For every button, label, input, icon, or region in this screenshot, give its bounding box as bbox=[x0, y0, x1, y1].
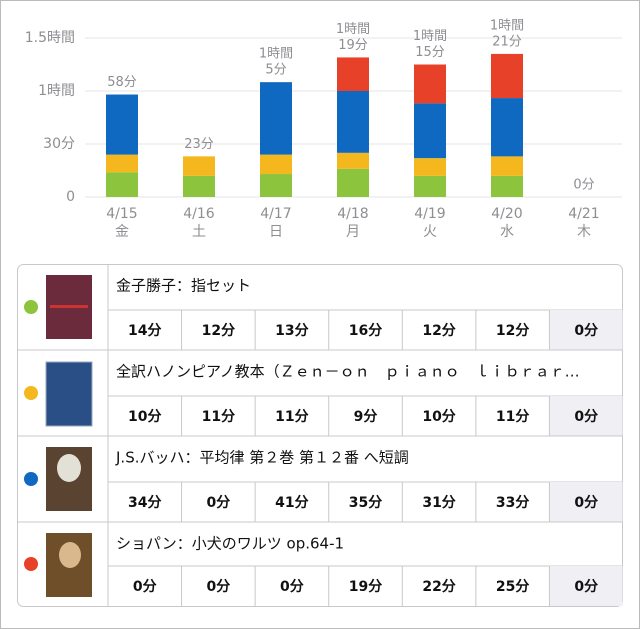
bar-segment bbox=[106, 94, 138, 155]
total-label: 23分 bbox=[184, 137, 214, 152]
x-tick-sublabel: 日 bbox=[269, 224, 283, 240]
x-tick-sublabel: 月 bbox=[346, 224, 360, 240]
legend-dot bbox=[24, 557, 38, 571]
cell-value: 12分 bbox=[202, 323, 235, 339]
cell-value: 35分 bbox=[349, 495, 382, 511]
x-tick-label: 4/16 bbox=[183, 206, 215, 222]
bar-segment bbox=[183, 175, 215, 197]
bar-segment bbox=[337, 57, 369, 91]
cell-value: 33分 bbox=[496, 495, 529, 511]
bar-segment bbox=[414, 175, 446, 197]
cell-value: 13分 bbox=[275, 323, 308, 339]
y-tick-label: 30分 bbox=[43, 136, 75, 152]
bar-segment bbox=[337, 152, 369, 169]
bar-segment bbox=[106, 154, 138, 173]
cell-value: 0分 bbox=[206, 495, 230, 511]
x-tick-sublabel: 金 bbox=[115, 224, 129, 240]
cell-background bbox=[549, 396, 623, 436]
bar-segment bbox=[491, 53, 523, 99]
cell-value: 0分 bbox=[133, 579, 157, 595]
bar-segment bbox=[106, 172, 138, 197]
bar-segment bbox=[491, 156, 523, 176]
cell-value: 12分 bbox=[422, 323, 455, 339]
y-tick-label: 0 bbox=[66, 189, 75, 205]
cell-value: 22分 bbox=[422, 579, 455, 595]
cell-background bbox=[549, 482, 623, 522]
cell-background bbox=[549, 310, 623, 350]
y-tick-label: 1.5時間 bbox=[25, 30, 75, 46]
x-tick-label: 4/17 bbox=[260, 206, 291, 222]
bar-segment bbox=[491, 175, 523, 197]
bar-segment bbox=[260, 154, 292, 175]
x-tick-label: 4/19 bbox=[414, 206, 445, 222]
y-tick-label: 1時間 bbox=[38, 83, 75, 99]
legend-dot bbox=[24, 472, 38, 486]
legend-dot bbox=[24, 386, 38, 400]
total-label: 58分 bbox=[107, 75, 137, 90]
total-label: 0分 bbox=[573, 178, 594, 193]
cell-value: 0分 bbox=[574, 579, 598, 595]
cell-value: 41分 bbox=[275, 495, 308, 511]
thumbnails bbox=[45, 275, 93, 597]
bar-segment bbox=[414, 158, 446, 176]
bar-segment bbox=[337, 91, 369, 153]
x-tick-label: 4/20 bbox=[491, 206, 522, 222]
x-tick-sublabel: 火 bbox=[423, 224, 437, 240]
x-tick-label: 4/21 bbox=[568, 206, 599, 222]
cell-background bbox=[549, 566, 623, 606]
cell-value: 14分 bbox=[128, 323, 161, 339]
total-label: 1時間 bbox=[336, 22, 370, 37]
cell-value: 34分 bbox=[128, 495, 161, 511]
total-label: 21分 bbox=[492, 34, 522, 49]
cell-value: 16分 bbox=[349, 323, 382, 339]
x-tick-label: 4/18 bbox=[337, 206, 368, 222]
cell-value: 10分 bbox=[422, 409, 455, 425]
cell-value: 0分 bbox=[574, 323, 598, 339]
total-label: 1時間 bbox=[490, 18, 524, 33]
cell-value: 0分 bbox=[574, 409, 598, 425]
piece-title: 金子勝子：指セット bbox=[116, 277, 251, 295]
cell-value: 19分 bbox=[349, 579, 382, 595]
bar-segment bbox=[414, 64, 446, 104]
bar-segment bbox=[260, 82, 292, 155]
bar-segment bbox=[260, 174, 292, 197]
x-tick-sublabel: 木 bbox=[577, 224, 591, 240]
piece-title: J.S.バッハ：平均律 第２巻 第１２番 へ短調 bbox=[115, 449, 409, 467]
cell-value: 9分 bbox=[354, 409, 378, 425]
bar-segment bbox=[183, 156, 215, 176]
cell-value: 25分 bbox=[496, 579, 529, 595]
legend-dot bbox=[24, 300, 38, 314]
bar-segment bbox=[414, 103, 446, 159]
bar-segment bbox=[491, 98, 523, 157]
thumbnail-detail bbox=[50, 305, 88, 308]
total-label: 19分 bbox=[338, 38, 368, 53]
x-tick-label: 4/15 bbox=[106, 206, 137, 222]
thumbnail-detail bbox=[57, 454, 81, 482]
piece-title: ショパン：小犬のワルツ op.64-1 bbox=[116, 535, 344, 553]
piece-title: 全訳ハノンピアノ教本（Ｚｅｎ－ｏｎ ｐｉａｎｏ ｌｉｂｒａｒ… bbox=[116, 363, 580, 381]
cell-value: 11分 bbox=[275, 409, 308, 425]
cell-value: 0分 bbox=[206, 579, 230, 595]
x-tick-sublabel: 水 bbox=[500, 224, 514, 240]
cell-value: 0分 bbox=[574, 495, 598, 511]
bar-segment bbox=[337, 168, 369, 197]
cell-value: 11分 bbox=[202, 409, 235, 425]
cell-value: 0分 bbox=[280, 579, 304, 595]
cell-value: 10分 bbox=[128, 409, 161, 425]
thumbnail bbox=[45, 361, 93, 427]
total-label: 15分 bbox=[415, 45, 445, 60]
cell-value: 31分 bbox=[422, 495, 455, 511]
total-label: 1時間 bbox=[413, 29, 447, 44]
cell-value: 11分 bbox=[496, 409, 529, 425]
thumbnail-detail bbox=[59, 542, 81, 568]
total-label: 1時間 bbox=[259, 47, 293, 62]
total-label: 5分 bbox=[265, 63, 286, 78]
x-tick-sublabel: 土 bbox=[192, 224, 206, 240]
cell-value: 12分 bbox=[496, 323, 529, 339]
